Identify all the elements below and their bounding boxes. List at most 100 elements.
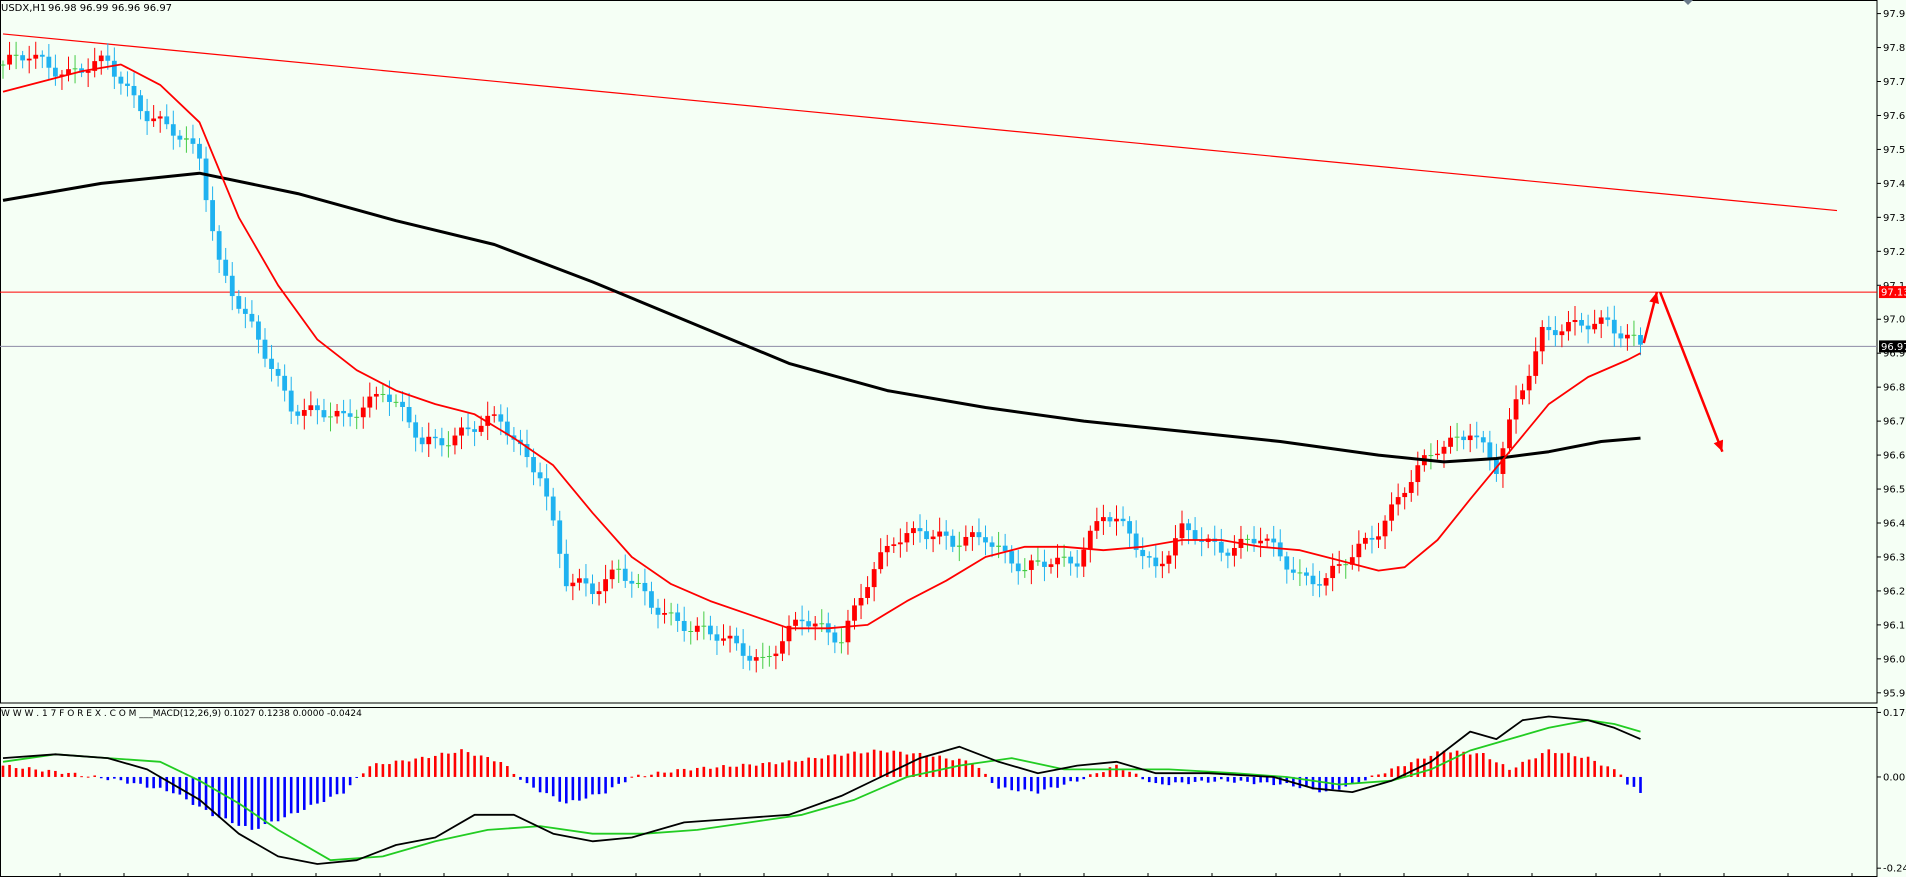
candle-body[interactable] (1028, 560, 1034, 570)
descending-trendline[interactable] (2, 33, 1838, 212)
candle-body[interactable] (446, 445, 451, 447)
candle-body[interactable] (740, 643, 746, 656)
candle-body[interactable] (1068, 556, 1074, 564)
candle-body[interactable] (1480, 437, 1486, 443)
candle-body[interactable] (197, 143, 202, 159)
candle-body[interactable] (832, 632, 838, 643)
candle-body[interactable] (184, 138, 189, 140)
candle-body[interactable] (1179, 523, 1185, 539)
candle-body[interactable] (26, 58, 32, 61)
candle-body[interactable] (387, 394, 392, 402)
candle-body[interactable] (216, 231, 222, 260)
candle-body[interactable] (766, 656, 772, 658)
candle-body[interactable] (1533, 351, 1539, 376)
candle-body[interactable] (177, 135, 183, 140)
candle-body[interactable] (1566, 322, 1571, 332)
candle-body[interactable] (616, 568, 622, 570)
candle-body[interactable] (347, 413, 353, 417)
candle-body[interactable] (1015, 563, 1021, 572)
candle-body[interactable] (1146, 556, 1152, 558)
candle-body[interactable] (596, 591, 602, 595)
candle-body[interactable] (256, 321, 261, 340)
candle-body[interactable] (367, 396, 373, 408)
candle-body[interactable] (1520, 390, 1525, 400)
candle-body[interactable] (1317, 584, 1322, 586)
candle-body[interactable] (498, 414, 504, 422)
candle-body[interactable] (583, 578, 589, 584)
candle-body[interactable] (1140, 549, 1146, 557)
candle-body[interactable] (1022, 569, 1028, 572)
candle-body[interactable] (675, 612, 681, 621)
candle-body[interactable] (1585, 325, 1591, 330)
candle-body[interactable] (229, 275, 235, 297)
candle-body[interactable] (400, 401, 405, 407)
candle-body[interactable] (1494, 457, 1499, 474)
candle-body[interactable] (393, 401, 399, 403)
candle-body[interactable] (1638, 334, 1643, 345)
candle-body[interactable] (1042, 561, 1047, 567)
candle-body[interactable] (976, 532, 982, 538)
candle-body[interactable] (138, 95, 143, 112)
candle-body[interactable] (524, 444, 530, 458)
candle-body[interactable] (1546, 326, 1552, 331)
candle-body[interactable] (1284, 556, 1290, 570)
candle-body[interactable] (360, 407, 366, 418)
candle-body[interactable] (1441, 446, 1447, 454)
candle-body[interactable] (1395, 497, 1401, 505)
candle-body[interactable] (904, 533, 910, 543)
candle-body[interactable] (249, 313, 255, 322)
candle-body[interactable] (1631, 334, 1637, 336)
candle-body[interactable] (1186, 523, 1191, 531)
candle-body[interactable] (1539, 326, 1545, 352)
candle-body[interactable] (465, 427, 471, 430)
candle-body[interactable] (884, 545, 890, 553)
candle-body[interactable] (210, 200, 215, 232)
candle-body[interactable] (1343, 564, 1349, 566)
candle-body[interactable] (1297, 572, 1303, 574)
candle-body[interactable] (537, 472, 543, 479)
candle-body[interactable] (72, 68, 78, 70)
candle-body[interactable] (550, 496, 556, 521)
candle-body[interactable] (570, 582, 576, 587)
candle-body[interactable] (33, 54, 39, 59)
candle-body[interactable] (819, 623, 825, 625)
candle-body[interactable] (970, 532, 975, 537)
candle-body[interactable] (485, 415, 491, 426)
candle-body[interactable] (1258, 540, 1263, 544)
candle-body[interactable] (478, 425, 484, 432)
candle-body[interactable] (321, 410, 327, 418)
candle-body[interactable] (734, 635, 739, 644)
candle-body[interactable] (164, 116, 170, 125)
candle-body[interactable] (1592, 323, 1598, 330)
candle-body[interactable] (531, 457, 536, 473)
candle-body[interactable] (937, 531, 943, 537)
candle-body[interactable] (504, 421, 510, 436)
candle-body[interactable] (1402, 492, 1408, 498)
candle-body[interactable] (269, 358, 274, 369)
candle-body[interactable] (118, 76, 124, 84)
candle-body[interactable] (39, 54, 45, 57)
candle-body[interactable] (1369, 537, 1375, 540)
candle-body[interactable] (668, 612, 674, 614)
candle-body[interactable] (92, 61, 98, 71)
forecast-arrow-shaft[interactable] (1658, 291, 1724, 453)
candle-body[interactable] (1513, 399, 1519, 420)
candle-body[interactable] (1218, 541, 1224, 553)
candle-body[interactable] (747, 655, 753, 661)
candle-body[interactable] (793, 619, 798, 626)
candle-body[interactable] (1323, 578, 1329, 586)
candle-body[interactable] (1376, 536, 1381, 540)
candle-body[interactable] (46, 56, 52, 68)
candle-body[interactable] (1552, 330, 1558, 336)
candle-body[interactable] (1474, 435, 1480, 438)
candle-body[interactable] (1271, 538, 1277, 543)
candle-body[interactable] (105, 55, 111, 61)
candle-body[interactable] (1192, 530, 1198, 541)
candle-body[interactable] (694, 625, 700, 632)
candle-body[interactable] (1618, 333, 1624, 339)
candle-body[interactable] (334, 410, 340, 417)
candle-body[interactable] (53, 67, 58, 77)
candle-body[interactable] (1081, 549, 1087, 567)
candle-body[interactable] (727, 635, 733, 639)
candle-body[interactable] (1035, 560, 1041, 562)
